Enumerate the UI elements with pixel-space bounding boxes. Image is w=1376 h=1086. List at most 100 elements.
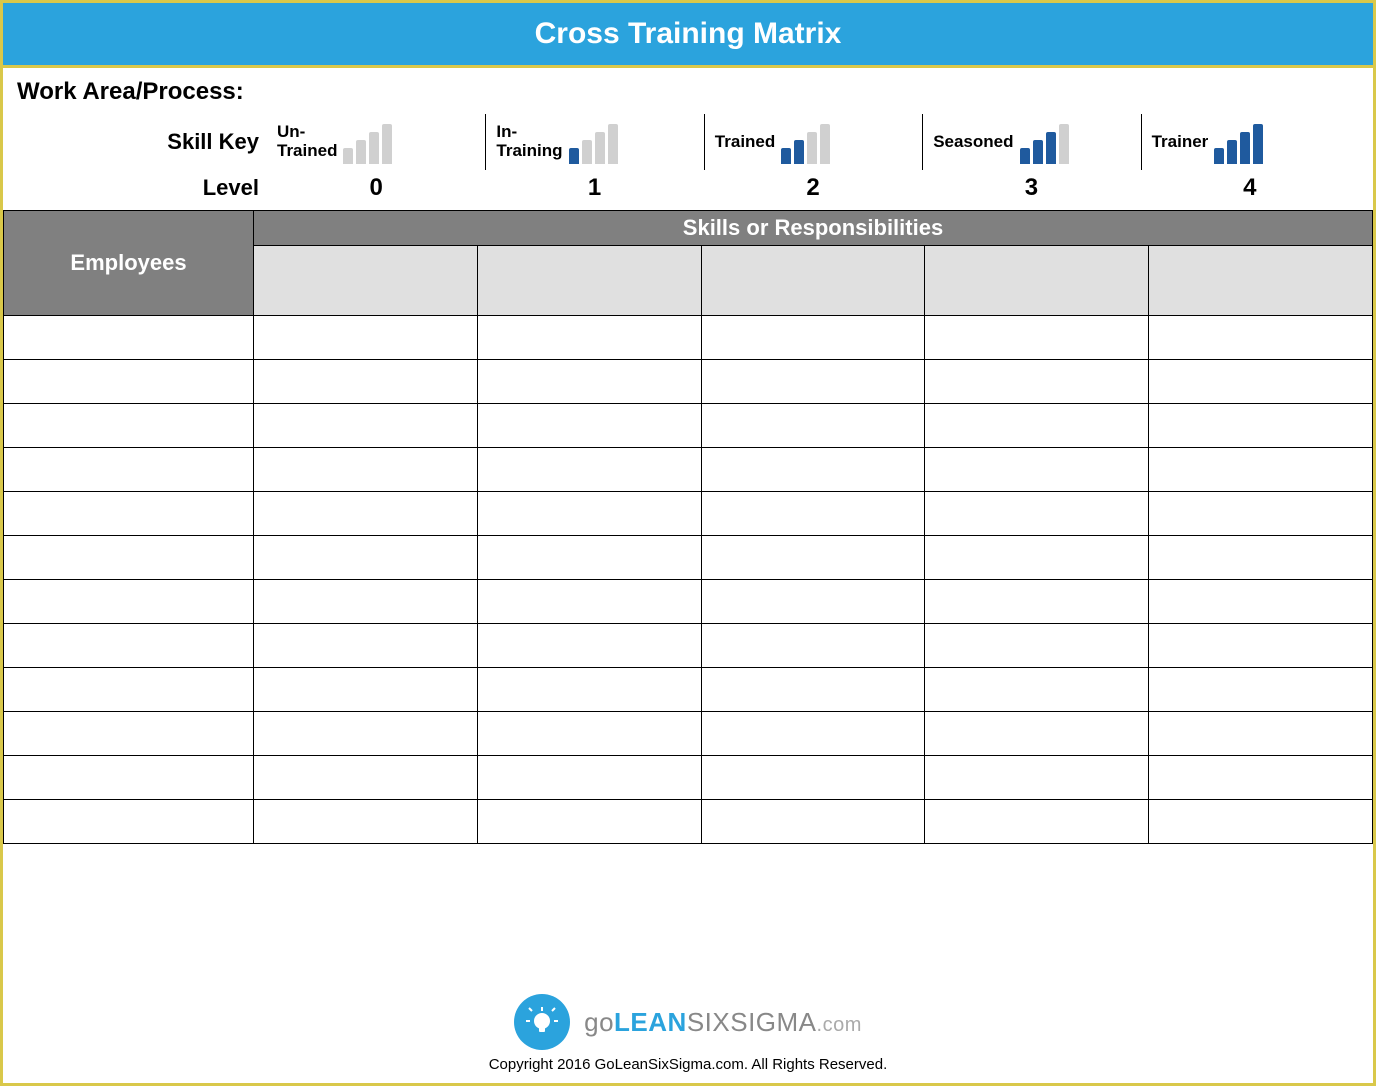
skill-level-cell[interactable] [1149, 580, 1373, 624]
skill-level-cell[interactable] [254, 492, 478, 536]
skill-level-cell[interactable] [1149, 668, 1373, 712]
skill-level-cell[interactable] [701, 668, 925, 712]
skill-level-cell[interactable] [1149, 712, 1373, 756]
skill-key-cell: Seasoned [922, 114, 1140, 170]
employee-name-cell[interactable] [4, 404, 254, 448]
employee-name-cell[interactable] [4, 580, 254, 624]
skill-level-cell[interactable] [925, 800, 1149, 844]
skill-column-header[interactable] [925, 246, 1149, 316]
skill-level-cell[interactable] [254, 316, 478, 360]
skill-level-cell[interactable] [1149, 800, 1373, 844]
employee-name-cell[interactable] [4, 668, 254, 712]
table-row [4, 668, 1373, 712]
skill-level-cell[interactable] [477, 404, 701, 448]
skill-level-cell[interactable] [701, 756, 925, 800]
employee-name-cell[interactable] [4, 492, 254, 536]
skill-column-header[interactable] [254, 246, 478, 316]
skill-level-cell[interactable] [1149, 448, 1373, 492]
employee-name-cell[interactable] [4, 360, 254, 404]
employee-name-cell[interactable] [4, 536, 254, 580]
skill-column-header[interactable] [701, 246, 925, 316]
title-bar: Cross Training Matrix [3, 3, 1373, 68]
employee-name-cell[interactable] [4, 800, 254, 844]
skill-level-cell[interactable] [477, 624, 701, 668]
skill-level-cell[interactable] [254, 668, 478, 712]
skill-key-cell: In-Training [485, 114, 703, 170]
table-row [4, 360, 1373, 404]
signal-bar [356, 140, 366, 164]
skill-level-cell[interactable] [254, 712, 478, 756]
signal-bars-icon [781, 120, 830, 164]
logo-lean: LEAN [614, 1007, 687, 1037]
skill-level-cell[interactable] [254, 404, 478, 448]
signal-bar [820, 124, 830, 164]
skill-level-cell[interactable] [1149, 492, 1373, 536]
skill-level-cell[interactable] [925, 536, 1149, 580]
skill-level-cell[interactable] [477, 800, 701, 844]
employee-name-cell[interactable] [4, 756, 254, 800]
skill-level-cell[interactable] [701, 448, 925, 492]
skill-level-cell[interactable] [701, 800, 925, 844]
signal-bar [1059, 124, 1069, 164]
skill-level-cell[interactable] [1149, 316, 1373, 360]
skill-level-cell[interactable] [477, 316, 701, 360]
skill-level-cell[interactable] [925, 492, 1149, 536]
skill-level-cell[interactable] [1149, 360, 1373, 404]
skill-level-cell[interactable] [477, 580, 701, 624]
skill-level-cell[interactable] [254, 360, 478, 404]
table-row [4, 624, 1373, 668]
level-number: 3 [922, 174, 1140, 202]
employee-name-cell[interactable] [4, 316, 254, 360]
skill-level-cell[interactable] [925, 404, 1149, 448]
skill-level-cell[interactable] [477, 492, 701, 536]
skill-level-cell[interactable] [701, 712, 925, 756]
skill-level-cell[interactable] [925, 580, 1149, 624]
skill-level-cell[interactable] [254, 580, 478, 624]
skill-level-cell[interactable] [925, 360, 1149, 404]
skill-level-cell[interactable] [925, 316, 1149, 360]
skill-level-cell[interactable] [1149, 756, 1373, 800]
skill-level-cell[interactable] [477, 712, 701, 756]
skill-level-cell[interactable] [477, 536, 701, 580]
table-row [4, 316, 1373, 360]
signal-bar [1227, 140, 1237, 164]
skill-level-cell[interactable] [701, 624, 925, 668]
skill-level-cell[interactable] [477, 668, 701, 712]
employee-name-cell[interactable] [4, 712, 254, 756]
lightbulb-icon [514, 994, 570, 1050]
skill-level-cell[interactable] [1149, 536, 1373, 580]
skill-level-cell[interactable] [1149, 624, 1373, 668]
skills-header-label: Skills or Responsibilities [683, 215, 943, 240]
skill-level-cell[interactable] [701, 404, 925, 448]
skill-level-cell[interactable] [925, 712, 1149, 756]
table-row [4, 492, 1373, 536]
skill-column-header[interactable] [1149, 246, 1373, 316]
employee-name-cell[interactable] [4, 624, 254, 668]
skill-level-cell[interactable] [701, 316, 925, 360]
skill-level-cell[interactable] [477, 756, 701, 800]
skill-level-cell[interactable] [477, 360, 701, 404]
skill-level-cell[interactable] [925, 668, 1149, 712]
skill-level-cell[interactable] [254, 448, 478, 492]
skill-level-cell[interactable] [925, 448, 1149, 492]
table-row [4, 580, 1373, 624]
employee-name-cell[interactable] [4, 448, 254, 492]
skill-level-cell[interactable] [925, 756, 1149, 800]
skill-level-cell[interactable] [254, 624, 478, 668]
skill-level-cell[interactable] [254, 536, 478, 580]
skill-column-header[interactable] [477, 246, 701, 316]
signal-bars-icon [569, 120, 618, 164]
signal-bars-icon [343, 120, 392, 164]
table-row [4, 800, 1373, 844]
skill-level-cell[interactable] [254, 756, 478, 800]
skill-level-cell[interactable] [925, 624, 1149, 668]
skill-level-cell[interactable] [701, 360, 925, 404]
skill-level-cell[interactable] [1149, 404, 1373, 448]
skill-level-cell[interactable] [254, 800, 478, 844]
logo-dotcom: .com [817, 1014, 862, 1036]
skill-level-cell[interactable] [701, 580, 925, 624]
skill-level-cell[interactable] [701, 536, 925, 580]
skill-level-cell[interactable] [701, 492, 925, 536]
skill-level-cell[interactable] [477, 448, 701, 492]
level-number: 0 [267, 174, 485, 202]
